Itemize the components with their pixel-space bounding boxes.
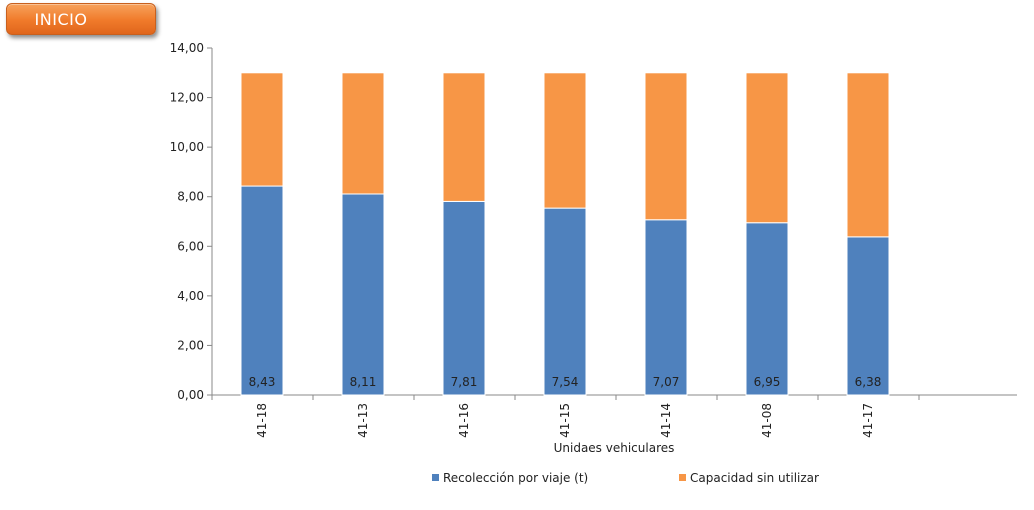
y-tick-label: 12,00	[170, 91, 204, 105]
y-tick-label: 0,00	[177, 388, 204, 402]
y-tick-label: 14,00	[170, 41, 204, 55]
bar-capacidad	[745, 72, 789, 224]
x-axis-title: Unidaes vehiculares	[554, 441, 675, 455]
data-label: 6,95	[754, 375, 781, 389]
data-label: 7,81	[451, 375, 478, 389]
bar-capacidad	[442, 72, 486, 202]
inicio-button[interactable]: INICIO	[6, 3, 156, 35]
y-tick-label: 6,00	[177, 239, 204, 253]
legend-swatch	[679, 474, 686, 481]
bar-capacidad	[543, 72, 587, 209]
legend-swatch	[432, 474, 439, 481]
bar-capacidad	[341, 72, 385, 195]
legend-label: Capacidad sin utilizar	[690, 471, 819, 485]
bar-recoleccion	[543, 207, 587, 396]
bar-recoleccion	[442, 200, 486, 396]
bar-capacidad	[644, 72, 688, 221]
y-tick-label: 2,00	[177, 338, 204, 352]
x-tick-label: 41-15	[558, 403, 572, 438]
x-tick-label: 41-18	[255, 403, 269, 438]
y-tick-label: 8,00	[177, 190, 204, 204]
bar-recoleccion	[240, 185, 284, 396]
x-tick-label: 41-14	[659, 403, 673, 438]
bar-capacidad	[240, 72, 284, 187]
y-tick-label: 10,00	[170, 140, 204, 154]
bar-capacidad	[846, 72, 890, 238]
data-label: 8,11	[350, 375, 377, 389]
bar-recoleccion	[745, 222, 789, 396]
x-tick-label: 41-08	[760, 403, 774, 438]
bar-recoleccion	[644, 219, 688, 396]
data-label: 7,07	[653, 375, 680, 389]
bar-recoleccion	[341, 193, 385, 396]
y-tick-label: 4,00	[177, 289, 204, 303]
x-tick-label: 41-13	[356, 403, 370, 438]
legend-label: Recolección por viaje (t)	[443, 471, 588, 485]
bar-recoleccion	[846, 236, 890, 396]
data-label: 7,54	[552, 375, 579, 389]
data-label: 6,38	[855, 375, 882, 389]
data-label: 8,43	[249, 375, 276, 389]
x-tick-label: 41-17	[861, 403, 875, 438]
x-tick-label: 41-16	[457, 403, 471, 438]
